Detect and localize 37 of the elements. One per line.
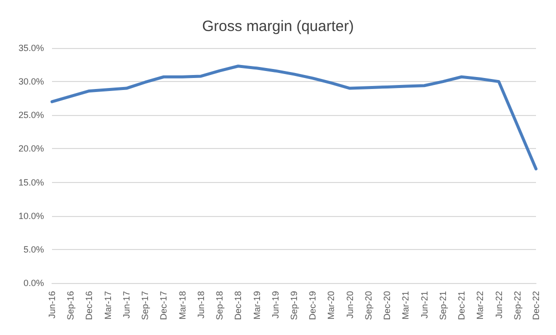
x-tick-label: Jun-19 [270,291,280,319]
y-tick-label: 5.0% [23,244,44,254]
x-tick-label: Sep-17 [140,291,150,320]
y-tick-label: 0.0% [23,278,44,288]
x-tick-label: Mar-20 [326,291,336,320]
x-tick-label: Dec-19 [308,291,318,320]
x-tick-label: Dec-22 [531,291,541,320]
x-tick-label: Sep-19 [289,291,299,320]
x-tick-label: Dec-17 [158,291,169,320]
x-tick-label: Jun-20 [344,291,355,319]
x-tick-label: Mar-19 [252,291,262,320]
x-tick-label: Jun-18 [196,291,206,319]
x-tick-label: Dec-20 [382,291,392,320]
x-tick-label: Mar-22 [475,291,486,320]
x-tick-label: Dec-18 [233,291,244,320]
x-tick-label: Sep-18 [214,291,225,320]
x-tick-label: Dec-21 [456,291,467,320]
x-tick-label: Mar-18 [177,291,188,320]
x-tick-label: Sep-20 [363,291,374,320]
x-tick-label: Jun-17 [121,291,132,319]
x-tick-label: Jun-16 [47,291,57,319]
x-tick-label: Jun-22 [494,291,504,319]
y-tick-label: 20.0% [18,144,44,154]
x-tick-label: Jun-21 [419,291,430,319]
y-tick-label: 10.0% [18,210,44,221]
line-series [50,64,538,170]
x-tick-label: Dec-16 [84,291,94,320]
y-tick-label: 30.0% [18,76,44,87]
x-tick-label: Sep-16 [66,291,76,320]
x-tick-label: Sep-22 [512,291,522,320]
y-tick-label: 35.0% [18,43,44,53]
x-tick-label: Sep-21 [438,291,448,320]
x-tick-label: Mar-21 [400,291,411,320]
x-tick-label: Mar-17 [102,291,113,320]
chart-title: Gross margin (quarter) [202,18,354,35]
y-tick-label: 25.0% [18,110,44,120]
y-tick-label: 15.0% [18,177,44,188]
